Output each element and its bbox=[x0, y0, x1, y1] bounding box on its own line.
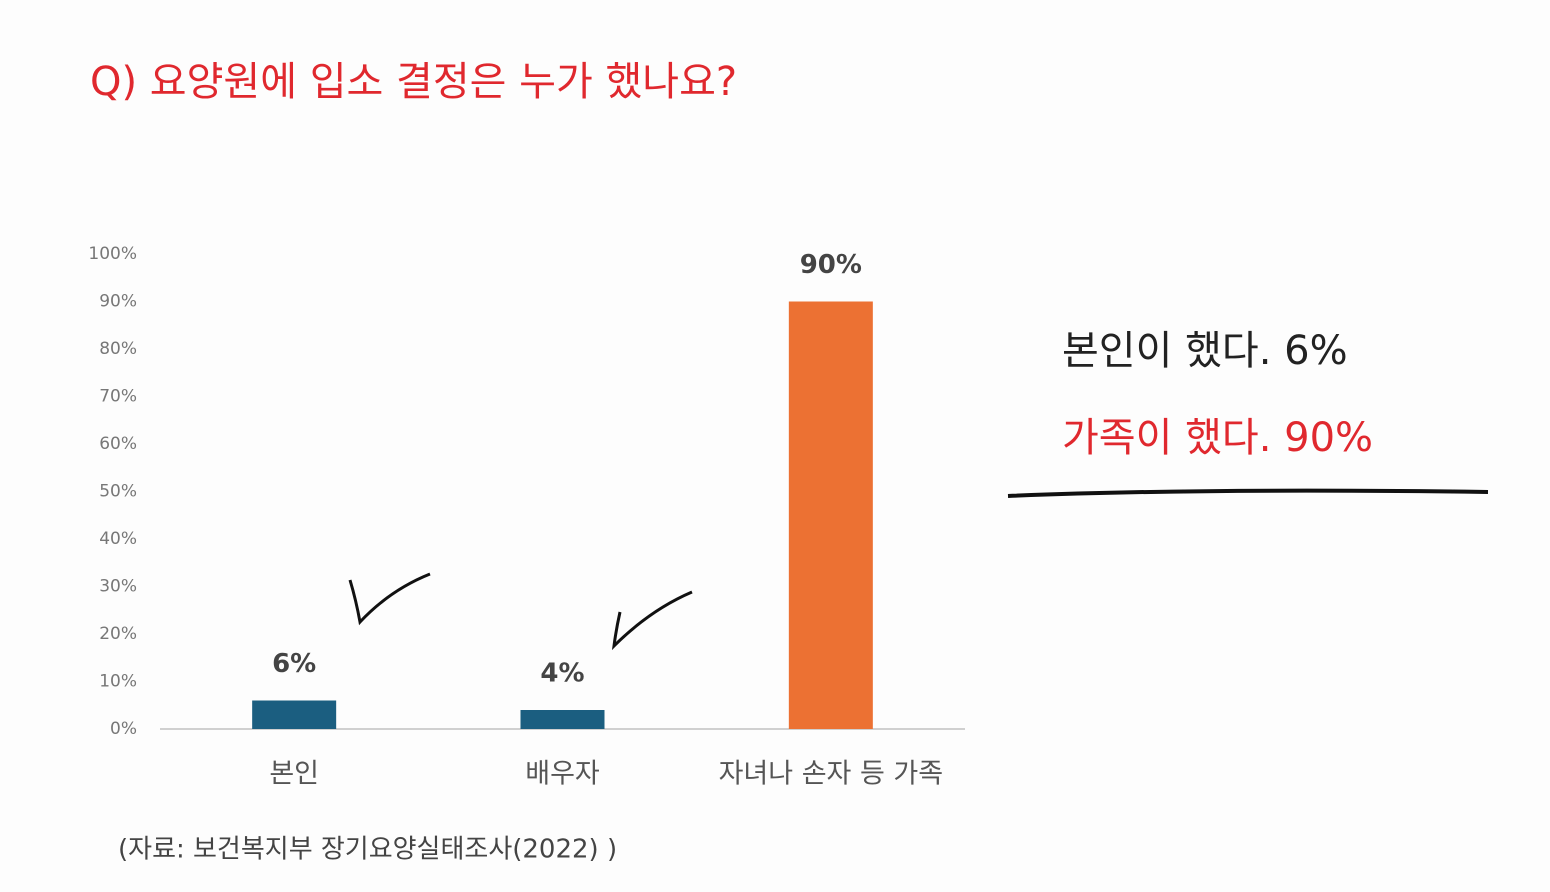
x-tick-label: 본인 bbox=[269, 759, 319, 790]
annotation: 본인이 했다. 6% bbox=[1062, 328, 1348, 374]
x-tick-label: 배우자 bbox=[525, 759, 600, 790]
y-tick-label: 50% bbox=[99, 482, 137, 502]
bar bbox=[252, 700, 337, 729]
y-tick-label: 0% bbox=[110, 719, 137, 739]
handwritten-underline bbox=[1007, 488, 1489, 498]
chart-title: Q) 요양원에 입소 결정은 누가 했나요? bbox=[90, 59, 737, 105]
y-tick-label: 40% bbox=[99, 529, 137, 549]
handwritten-check bbox=[611, 590, 693, 651]
y-tick-label: 90% bbox=[99, 292, 137, 312]
value-label: 90% bbox=[800, 250, 862, 280]
y-tick-label: 80% bbox=[99, 339, 137, 359]
x-tick-label: 자녀나 손자 등 가족 bbox=[719, 759, 943, 790]
handwritten-check bbox=[348, 572, 431, 626]
y-tick-label: 10% bbox=[99, 672, 137, 692]
y-tick-label: 30% bbox=[99, 577, 137, 597]
bar bbox=[788, 301, 873, 729]
annotation: 가족이 했다. 90% bbox=[1062, 415, 1373, 461]
value-label: 6% bbox=[272, 649, 316, 679]
y-tick-label: 100% bbox=[88, 244, 137, 264]
y-tick-label: 60% bbox=[99, 434, 137, 454]
bar bbox=[520, 710, 605, 729]
y-tick-label: 20% bbox=[99, 624, 137, 644]
source-note: (자료: 보건복지부 장기요양실태조사(2022) ) bbox=[118, 835, 617, 865]
y-tick-label: 70% bbox=[99, 387, 137, 407]
value-label: 4% bbox=[540, 659, 584, 689]
